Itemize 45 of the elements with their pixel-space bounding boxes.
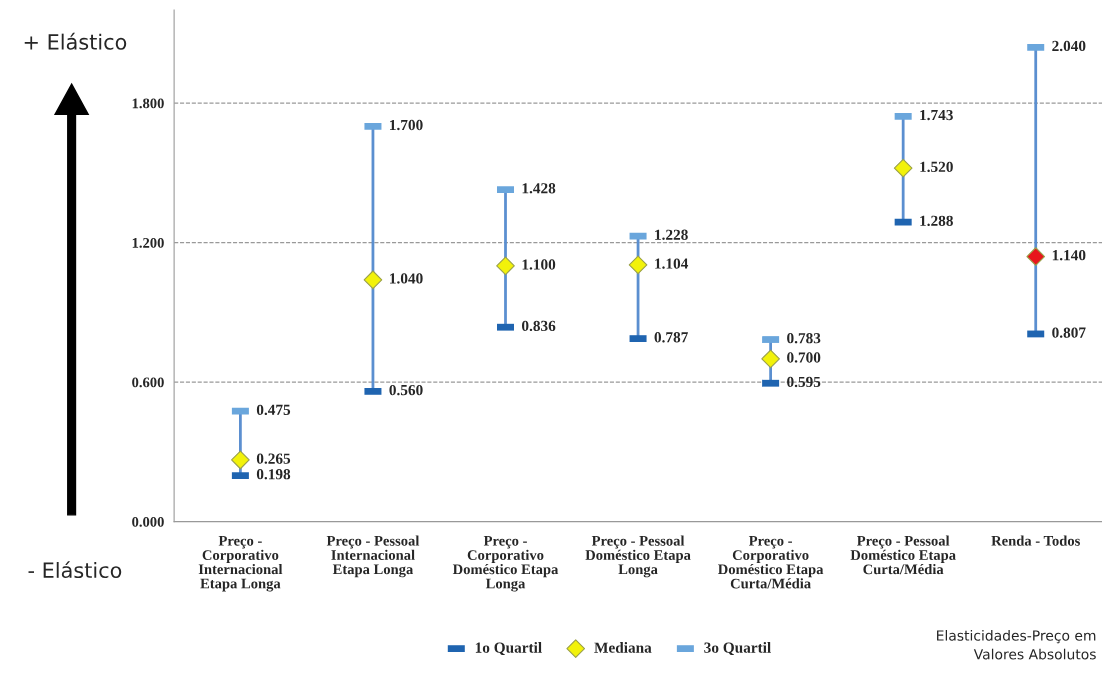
point bbox=[496, 256, 515, 276]
data-label: 1.104 bbox=[655, 258, 689, 269]
x-tick-label: Preço - Pessoal Internacional Etapa Longa bbox=[326, 535, 420, 578]
x-tick-label: Renda - Todos bbox=[991, 535, 1080, 546]
x-tick-label: Preço - Corporativo Doméstico Etapa Longa bbox=[452, 536, 559, 592]
data-label: 0.475 bbox=[256, 404, 291, 416]
data-label: 1.140 bbox=[1052, 250, 1086, 261]
data-label: 1.100 bbox=[522, 259, 556, 270]
y-tick-label: 1.200 bbox=[132, 237, 164, 248]
legend-label: 1o Quartil bbox=[475, 642, 542, 656]
point bbox=[231, 450, 250, 470]
legend-label: Mediana bbox=[594, 642, 652, 653]
data-label: 0.198 bbox=[256, 469, 291, 480]
y-tick-label: 1.800 bbox=[132, 98, 164, 109]
data-label: 1.743 bbox=[920, 109, 953, 121]
point bbox=[761, 349, 780, 369]
point bbox=[893, 158, 913, 178]
x-tick-label: Preço - Corporativo Doméstico Etapa Curta/Média bbox=[718, 536, 824, 589]
point bbox=[628, 255, 648, 275]
data-label: 1.700 bbox=[390, 119, 423, 131]
data-label: 0.787 bbox=[654, 332, 688, 343]
data-label: 0.560 bbox=[389, 384, 423, 396]
legend-label: 3o Quartil bbox=[704, 642, 771, 656]
y-tick-label: 0.000 bbox=[132, 516, 164, 527]
data-label: 1.228 bbox=[655, 229, 688, 240]
data-label: 0.783 bbox=[787, 333, 821, 344]
point bbox=[363, 270, 383, 290]
data-label: 0.700 bbox=[787, 352, 821, 363]
x-tick-label: Preço - Pessoal Doméstico Etapa Curta/Média bbox=[850, 535, 956, 575]
data-label: 1.040 bbox=[390, 273, 423, 284]
text: Elasticidades-Preço em Valores Absolutos bbox=[937, 630, 1096, 660]
x-tick-label: Preço - Corporativo Internacional Etapa Longa bbox=[198, 536, 283, 592]
data-label: 0.265 bbox=[256, 453, 291, 464]
data-label: 1.288 bbox=[920, 215, 953, 227]
text: + Elástico bbox=[24, 32, 127, 50]
point bbox=[1026, 247, 1046, 266]
data-label: 0.836 bbox=[521, 320, 556, 332]
data-label: 0.807 bbox=[1052, 327, 1086, 338]
data-label: 1.428 bbox=[522, 183, 556, 194]
data-label: 0.595 bbox=[787, 376, 821, 388]
data-label: 2.040 bbox=[1052, 40, 1086, 52]
data-label: 1.520 bbox=[920, 161, 953, 173]
x-tick-label: Preço - Pessoal Doméstico Etapa Longa bbox=[585, 535, 691, 578]
y-tick-label: 0.600 bbox=[132, 377, 164, 388]
text: - Elástico bbox=[28, 561, 122, 579]
